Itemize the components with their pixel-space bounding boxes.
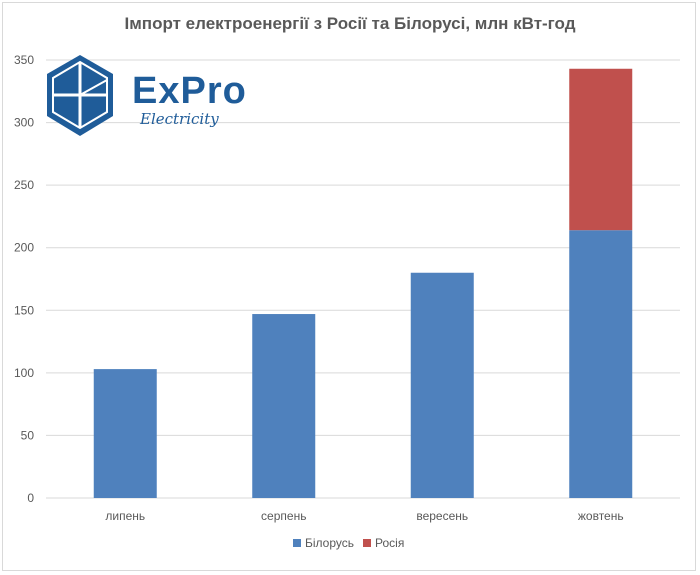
- x-tick-label: серпень: [261, 509, 306, 523]
- bar-belarus-2: [252, 314, 316, 498]
- y-tick-label: 200: [14, 241, 34, 255]
- x-tick-label: вересень: [416, 509, 468, 523]
- legend-label: Білорусь: [305, 536, 354, 550]
- y-tick-label: 100: [14, 366, 34, 380]
- x-tick-label: липень: [105, 509, 145, 523]
- y-tick-label: 350: [14, 53, 34, 67]
- hexagon-logo-icon: [47, 55, 113, 136]
- y-tick-label: 250: [14, 178, 34, 192]
- bar-belarus-1: [93, 369, 157, 498]
- y-axis-ticks: 0 50 100 150 200 250 300 350: [14, 53, 34, 505]
- x-axis-ticks: липень серпень вересень жовтень: [105, 509, 623, 523]
- legend-label: Росія: [375, 536, 404, 550]
- bar-belarus-3: [410, 272, 474, 498]
- legend: Білорусь Росія: [293, 536, 404, 550]
- legend-swatch: [293, 539, 301, 547]
- legend-swatch: [363, 539, 371, 547]
- y-tick-label: 300: [14, 116, 34, 130]
- logo-sub-text: Electricity: [139, 110, 219, 128]
- chart-title: Імпорт електроенергії з Росії та Білорус…: [124, 14, 576, 33]
- bar-belarus-4: [569, 230, 633, 499]
- y-tick-label: 150: [14, 303, 34, 317]
- expro-logo: ExPro Electricity: [47, 55, 247, 136]
- x-tick-label: жовтень: [578, 509, 624, 523]
- y-tick-label: 50: [21, 428, 35, 442]
- bars: [93, 68, 633, 499]
- y-tick-label: 0: [27, 491, 34, 505]
- logo-brand-text: ExPro: [132, 70, 247, 112]
- bar-russia-4: [569, 68, 633, 231]
